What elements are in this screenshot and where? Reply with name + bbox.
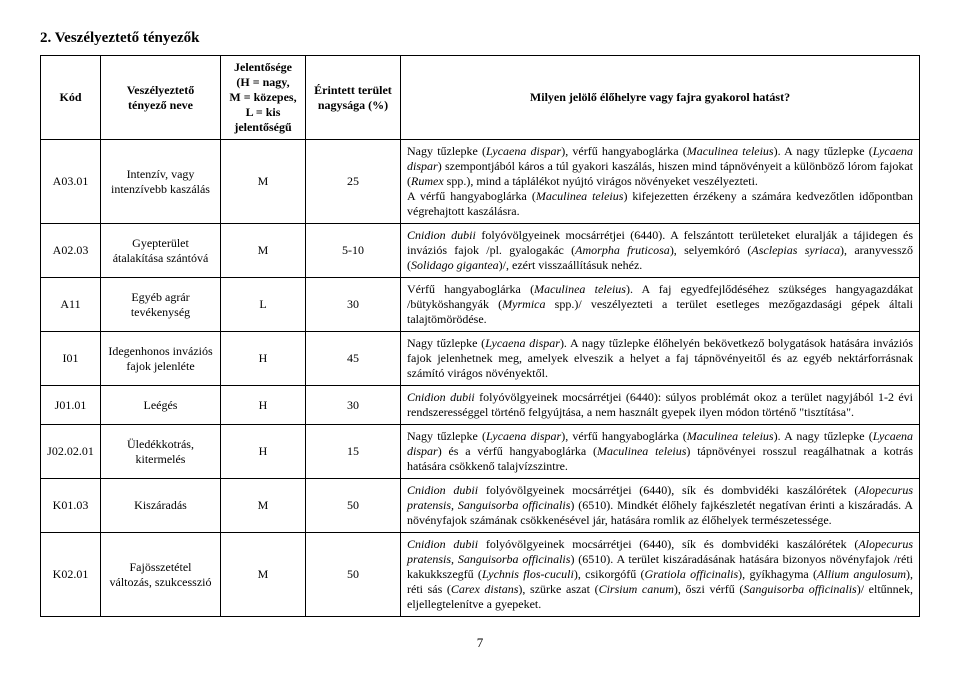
table-row: A11Egyéb agrár tevékenységL30Vérfű hangy… [41, 278, 920, 332]
cell-name: Fajösszetétel változás, szukcesszió [101, 533, 221, 617]
cell-name: Intenzív, vagy intenzívebb kaszálás [101, 140, 221, 224]
cell-significance: H [221, 332, 306, 386]
cell-area: 30 [306, 278, 401, 332]
cell-code: K01.03 [41, 479, 101, 533]
cell-effect: Cnidion dubii folyóvölgyeinek mocsárrétj… [401, 533, 920, 617]
table-row: K02.01Fajösszetétel változás, szukcesszi… [41, 533, 920, 617]
cell-significance: M [221, 533, 306, 617]
cell-code: J02.02.01 [41, 425, 101, 479]
col-signif: Jelentősége (H = nagy, M = közepes, L = … [221, 56, 306, 140]
cell-name: Kiszáradás [101, 479, 221, 533]
table-row: A02.03Gyepterület átalakítása szántóváM5… [41, 224, 920, 278]
cell-area: 5-10 [306, 224, 401, 278]
cell-effect: Cnidion dubii folyóvölgyeinek mocsárrétj… [401, 386, 920, 425]
cell-area: 50 [306, 533, 401, 617]
cell-name: Üledékkotrás, kitermelés [101, 425, 221, 479]
threats-table: Kód Veszélyeztető tényező neve Jelentősé… [40, 55, 920, 617]
table-row: A03.01Intenzív, vagy intenzívebb kaszálá… [41, 140, 920, 224]
cell-code: A11 [41, 278, 101, 332]
cell-effect: Cnidion dubii folyóvölgyeinek mocsárrétj… [401, 224, 920, 278]
cell-significance: M [221, 140, 306, 224]
cell-code: A02.03 [41, 224, 101, 278]
cell-name: Idegenhonos inváziós fajok jelenléte [101, 332, 221, 386]
cell-name: Leégés [101, 386, 221, 425]
cell-code: A03.01 [41, 140, 101, 224]
cell-significance: H [221, 386, 306, 425]
cell-effect: Nagy tűzlepke (Lycaena dispar), vérfű ha… [401, 425, 920, 479]
page-number: 7 [40, 635, 920, 651]
col-area: Érintett terület nagysága (%) [306, 56, 401, 140]
cell-significance: M [221, 224, 306, 278]
cell-effect: Cnidion dubii folyóvölgyeinek mocsárrétj… [401, 479, 920, 533]
table-body: A03.01Intenzív, vagy intenzívebb kaszálá… [41, 140, 920, 617]
cell-effect: Nagy tűzlepke (Lycaena dispar), vérfű ha… [401, 140, 920, 224]
cell-area: 45 [306, 332, 401, 386]
col-code: Kód [41, 56, 101, 140]
cell-area: 25 [306, 140, 401, 224]
cell-code: K02.01 [41, 533, 101, 617]
cell-name: Gyepterület átalakítása szántóvá [101, 224, 221, 278]
cell-area: 30 [306, 386, 401, 425]
table-row: J01.01LeégésH30Cnidion dubii folyóvölgye… [41, 386, 920, 425]
cell-name: Egyéb agrár tevékenység [101, 278, 221, 332]
col-effect: Milyen jelölő élőhelyre vagy fajra gyako… [401, 56, 920, 140]
table-header-row: Kód Veszélyeztető tényező neve Jelentősé… [41, 56, 920, 140]
cell-area: 50 [306, 479, 401, 533]
cell-code: I01 [41, 332, 101, 386]
table-row: K01.03KiszáradásM50Cnidion dubii folyóvö… [41, 479, 920, 533]
cell-area: 15 [306, 425, 401, 479]
cell-code: J01.01 [41, 386, 101, 425]
cell-effect: Vérfű hangyaboglárka (Maculinea teleius)… [401, 278, 920, 332]
cell-significance: M [221, 479, 306, 533]
section-title: 2. Veszélyeztető tényezők [40, 30, 920, 47]
cell-significance: H [221, 425, 306, 479]
cell-significance: L [221, 278, 306, 332]
table-row: I01Idegenhonos inváziós fajok jelenléteH… [41, 332, 920, 386]
cell-effect: Nagy tűzlepke (Lycaena dispar). A nagy t… [401, 332, 920, 386]
table-row: J02.02.01Üledékkotrás, kitermelésH15Nagy… [41, 425, 920, 479]
col-name: Veszélyeztető tényező neve [101, 56, 221, 140]
